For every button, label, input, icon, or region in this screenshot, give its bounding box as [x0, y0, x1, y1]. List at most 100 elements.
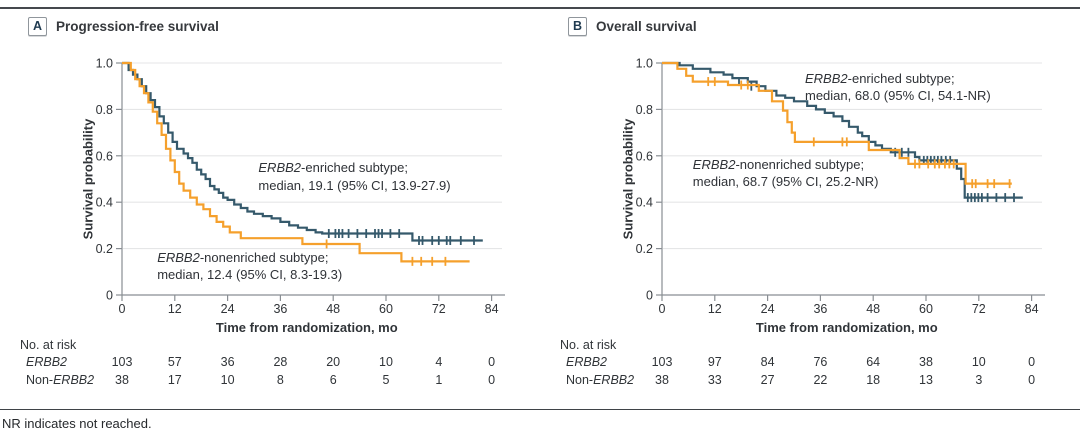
annotation-enriched: ERBB2-enriched subtype; median, 68.0 (95…	[805, 70, 991, 105]
svg-text:72: 72	[972, 302, 986, 316]
risk-count: 8	[276, 373, 284, 387]
svg-text:0.6: 0.6	[96, 149, 113, 163]
svg-text:36: 36	[273, 302, 287, 316]
svg-text:12: 12	[708, 302, 722, 316]
panel-header: B Overall survival	[568, 17, 697, 36]
risk-count: 76	[813, 355, 828, 369]
risk-count: 103	[111, 355, 133, 369]
risk-count: 33	[707, 373, 722, 387]
axes	[661, 63, 1045, 296]
svg-text:48: 48	[866, 302, 880, 316]
risk-row: ERBB2 103 97 84 76 64 38 10 0	[540, 355, 1080, 373]
annotation-median: median, 68.0 (95% CI, 54.1-NR)	[805, 88, 991, 104]
risk-row: ERBB2 103 57 36 28 20 10 4 0	[0, 355, 540, 373]
svg-text:0.4: 0.4	[96, 196, 113, 210]
risk-count: 64	[866, 355, 881, 369]
annotation-series-name: ERBB2-enriched subtype;	[805, 70, 955, 86]
svg-text:1.0: 1.0	[636, 57, 653, 71]
svg-text:0: 0	[119, 302, 126, 316]
panel-pfs: A Progression-free survival Survival pro…	[0, 0, 540, 410]
risk-table-heading: No. at risk	[560, 338, 617, 352]
risk-count: 17	[167, 373, 182, 387]
risk-count: 27	[760, 373, 775, 387]
risk-count: 0	[1028, 355, 1036, 369]
svg-text:72: 72	[432, 302, 446, 316]
svg-text:60: 60	[919, 302, 933, 316]
risk-count: 5	[382, 373, 390, 387]
svg-text:0.8: 0.8	[96, 103, 113, 117]
risk-count: 22	[813, 373, 828, 387]
panel-header: A Progression-free survival	[28, 17, 219, 36]
risk-count: 36	[220, 355, 235, 369]
top-rule	[0, 7, 1080, 9]
gridlines	[123, 62, 502, 250]
x-axis-label: Time from randomization, mo	[756, 320, 938, 335]
svg-text:0.6: 0.6	[636, 149, 653, 163]
svg-text:84: 84	[485, 302, 499, 316]
footnote: NR indicates not reached.	[2, 416, 152, 431]
panel-title: Progression-free survival	[56, 19, 219, 34]
risk-count: 0	[488, 373, 496, 387]
risk-count: 3	[975, 373, 983, 387]
risk-count: 10	[220, 373, 235, 387]
annotation-series-name: ERBB2-enriched subtype;	[258, 160, 408, 176]
risk-count: 13	[919, 373, 933, 387]
pfs-chart-svg: 0 12 24 36 48 60 72 84 1.0 0.8 0.6 0.4 0.2 0 Time from…	[96, 57, 505, 335]
svg-text:0: 0	[106, 289, 113, 303]
svg-text:24: 24	[221, 302, 235, 316]
risk-count: 97	[707, 355, 722, 369]
svg-text:0: 0	[646, 289, 653, 303]
annotation-median: median, 19.1 (95% CI, 13.9-27.9)	[258, 177, 451, 193]
risk-table-heading: No. at risk	[20, 338, 77, 352]
censor-marks	[325, 239, 447, 266]
panel-label-box: B	[568, 17, 587, 36]
km-curve-enriched	[662, 61, 1023, 199]
svg-text:1.0: 1.0	[96, 57, 113, 71]
x-axis-label: Time from randomization, mo	[216, 320, 398, 335]
risk-count: 4	[435, 355, 443, 369]
annotation-nonenriched: ERBB2-nonenriched subtype; median, 12.4 …	[157, 249, 342, 284]
annotation-nonenriched: ERBB2-nonenriched subtype; median, 68.7 …	[693, 156, 879, 191]
risk-count: 84	[760, 355, 775, 369]
svg-text:60: 60	[379, 302, 393, 316]
risk-count: 10	[379, 355, 393, 369]
annotation-median: median, 12.4 (95% CI, 8.3-19.3)	[157, 267, 343, 283]
km-curve-nonenriched	[122, 61, 470, 263]
risk-count: 57	[167, 355, 182, 369]
risk-count: 10	[971, 355, 986, 369]
risk-count: 28	[273, 355, 288, 369]
annotation-median: median, 68.7 (95% CI, 25.2-NR)	[692, 174, 879, 190]
risk-row-label: ERBB2	[26, 355, 67, 369]
censor-marks	[707, 77, 1011, 189]
svg-text:0: 0	[659, 302, 666, 316]
panel-os: B Overall survival Survival probability …	[540, 0, 1080, 410]
svg-text:0.4: 0.4	[636, 196, 653, 210]
km-curve-enriched	[122, 61, 483, 242]
svg-text:24: 24	[761, 302, 775, 316]
tick-labels: 0 12 24 36 48 60 72 84 1.0 0.8 0.6 0.4 0.2 0	[636, 57, 1039, 317]
risk-count: 103	[651, 355, 673, 369]
gridlines	[663, 62, 1042, 250]
risk-count: 38	[655, 373, 669, 387]
svg-text:48: 48	[326, 302, 340, 316]
annotation-enriched: ERBB2-enriched subtype; median, 19.1 (95…	[258, 159, 450, 194]
panel-label-box: A	[28, 17, 47, 36]
risk-row-label: Non-ERBB2	[26, 373, 95, 387]
bottom-rule	[0, 409, 1080, 411]
axes	[121, 63, 505, 296]
risk-row-label: Non-ERBB2	[566, 373, 635, 387]
panel-title: Overall survival	[596, 19, 697, 34]
risk-count: 1	[435, 373, 443, 387]
svg-text:0.8: 0.8	[636, 103, 653, 117]
svg-text:0.2: 0.2	[96, 242, 113, 256]
svg-text:36: 36	[813, 302, 827, 316]
risk-row: Non-ERBB2 38 33 27 22 18 13 3 0	[540, 373, 1080, 391]
risk-count: 38	[115, 373, 129, 387]
annotation-series-name: ERBB2-nonenriched subtype;	[157, 249, 329, 265]
censor-marks	[327, 229, 475, 245]
svg-text:12: 12	[168, 302, 182, 316]
svg-text:0.2: 0.2	[636, 242, 653, 256]
risk-row: Non-ERBB2 38 17 10 8 6 5 1 0	[0, 373, 540, 391]
svg-text:84: 84	[1025, 302, 1039, 316]
